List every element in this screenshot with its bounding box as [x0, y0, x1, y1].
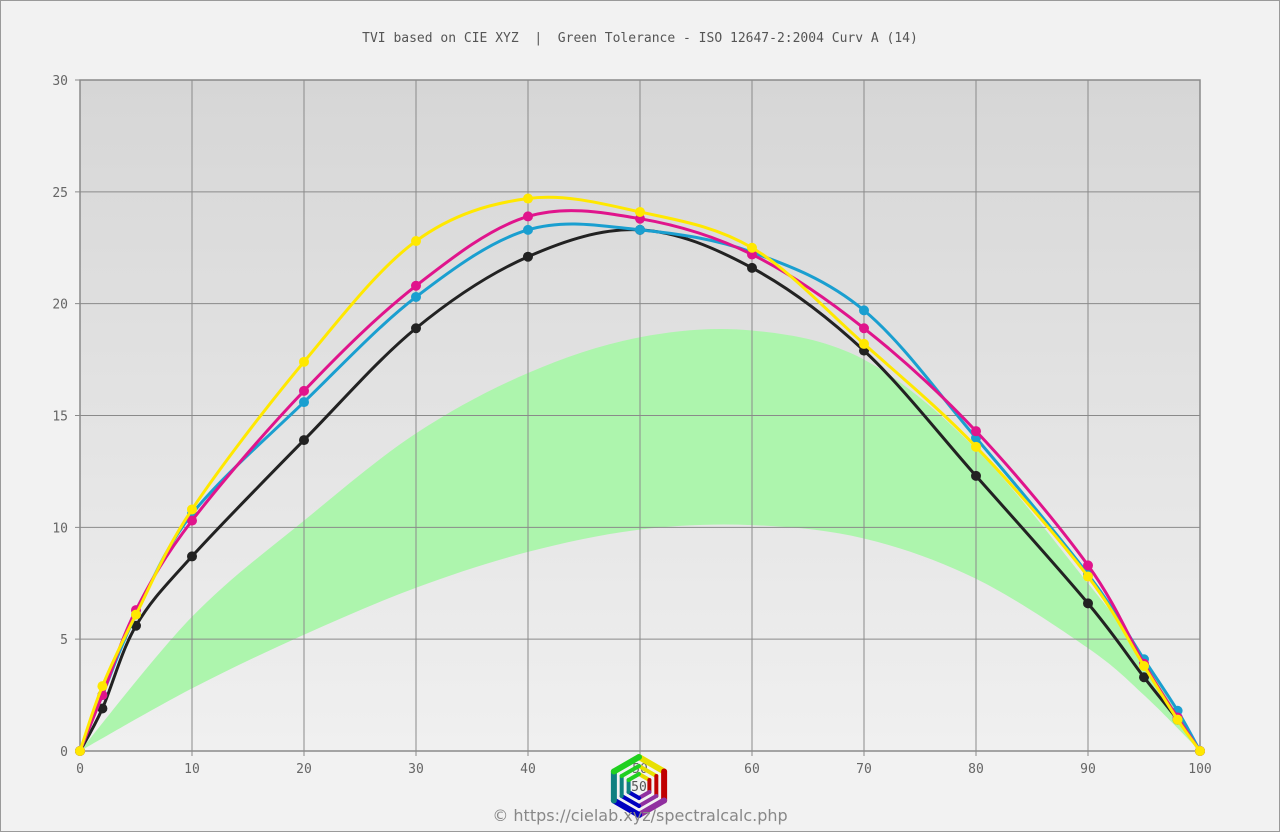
data-point-magenta [971, 426, 981, 437]
data-point-black [299, 435, 309, 446]
tolerance-band [80, 328, 1200, 751]
x-tick-label: 70 [856, 762, 872, 777]
data-point-black [97, 703, 108, 714]
data-point-magenta [1083, 560, 1093, 571]
chart-title: TVI based on CIE XYZ | Green Tolerance -… [362, 31, 918, 46]
data-point-black [1083, 598, 1093, 609]
data-point-yellow [747, 242, 757, 253]
logo-hex-segment [636, 754, 668, 775]
x-tick-label: 10 [184, 762, 200, 777]
x-tick-label: 20 [296, 762, 312, 777]
data-point-black [411, 323, 421, 334]
credit-link[interactable]: © https://cielab.xyz/spectralcalc.php [492, 806, 788, 825]
y-tick-label: 20 [52, 298, 68, 313]
data-point-cyan [859, 305, 869, 316]
data-point-yellow [299, 356, 309, 367]
data-point-black [747, 262, 757, 273]
logo-text: 50 [631, 780, 647, 795]
data-point-yellow [1083, 571, 1093, 582]
x-tick-label: 60 [744, 762, 760, 777]
data-point-yellow [1172, 714, 1183, 725]
data-point-yellow [523, 193, 533, 204]
x-tick-label: 100 [1188, 762, 1211, 777]
data-point-magenta [299, 385, 309, 396]
data-point-cyan [635, 224, 645, 235]
data-point-black [1139, 672, 1149, 683]
y-tick-label: 10 [52, 521, 68, 536]
data-point-yellow [971, 441, 981, 452]
data-point-yellow [635, 206, 645, 217]
data-point-magenta [187, 515, 197, 526]
x-tick-label: 40 [520, 762, 536, 777]
logo-hex-segment [637, 764, 659, 778]
x-tick-label: 30 [408, 762, 424, 777]
logo-hex-segment [636, 797, 668, 818]
data-point-yellow [97, 681, 108, 692]
data-point-cyan [299, 397, 309, 408]
data-point-yellow [131, 609, 141, 620]
data-point-black [523, 251, 533, 262]
data-point-cyan [411, 291, 421, 302]
data-point-magenta [411, 280, 421, 291]
data-point-yellow [187, 504, 197, 515]
data-point-black [187, 551, 197, 562]
y-tick-label: 0 [60, 745, 68, 760]
data-point-yellow [1139, 661, 1149, 672]
data-point-yellow [1195, 746, 1205, 756]
logo-hex-segment [637, 794, 659, 808]
data-point-magenta [523, 211, 533, 222]
data-point-cyan [523, 224, 533, 235]
data-point-yellow [75, 746, 85, 756]
logo-hex-segment [610, 797, 642, 818]
x-tick-label: 90 [1080, 762, 1096, 777]
logo-hex-segment [619, 764, 641, 778]
x-tick-label: 80 [968, 762, 984, 777]
y-tick-label: 5 [60, 633, 68, 648]
y-tick-label: 15 [52, 410, 68, 425]
data-point-black [971, 470, 981, 481]
logo-hex-segment [619, 794, 641, 808]
cielab-logo: 50 [610, 754, 668, 818]
y-tick-label: 30 [52, 74, 68, 89]
logo-hex-segment [610, 754, 642, 775]
plot-border [79, 79, 1201, 752]
logo-hex-segment [626, 772, 641, 782]
y-tick-label: 25 [52, 186, 68, 201]
x-tick-label: 0 [76, 762, 84, 777]
data-point-magenta [859, 323, 869, 334]
data-point-yellow [859, 338, 869, 349]
data-point-yellow [411, 236, 421, 247]
